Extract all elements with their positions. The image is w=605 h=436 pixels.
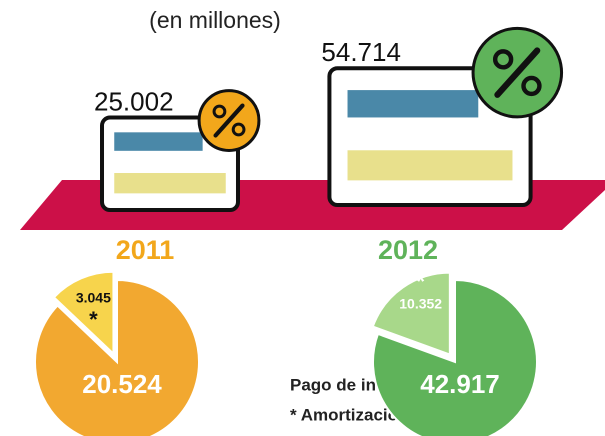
pie-slice bbox=[372, 278, 538, 436]
percent-icon bbox=[231, 122, 246, 137]
legend-entry: * Amortización bbox=[290, 405, 408, 424]
percent-icon bbox=[521, 75, 542, 97]
year-label: 2012 bbox=[378, 235, 438, 265]
total-label: 54.714 bbox=[321, 37, 401, 67]
percent-icon bbox=[212, 104, 227, 119]
slice-annotation: * bbox=[416, 269, 425, 294]
tablet-bar bbox=[114, 132, 203, 151]
slice-label: 42.917 bbox=[420, 369, 500, 399]
pie-slice bbox=[34, 278, 200, 436]
year-label: 2011 bbox=[116, 235, 175, 265]
percent-icon bbox=[492, 49, 514, 70]
subtitle: (en millones) bbox=[149, 7, 281, 33]
pie-slice bbox=[371, 271, 451, 357]
slice-label: 10.352 bbox=[399, 296, 442, 312]
total-label: 25.002 bbox=[94, 86, 174, 116]
tablet-bar bbox=[114, 173, 226, 194]
slice-label: 20.524 bbox=[82, 369, 162, 399]
percent-icon bbox=[494, 47, 541, 98]
pie-slice bbox=[52, 270, 115, 357]
slice-label: 3.045 bbox=[76, 290, 111, 306]
tablet-bar bbox=[347, 90, 479, 118]
percent-icon bbox=[213, 103, 245, 138]
tablet-bar bbox=[347, 150, 513, 181]
slice-annotation: * bbox=[89, 307, 98, 332]
